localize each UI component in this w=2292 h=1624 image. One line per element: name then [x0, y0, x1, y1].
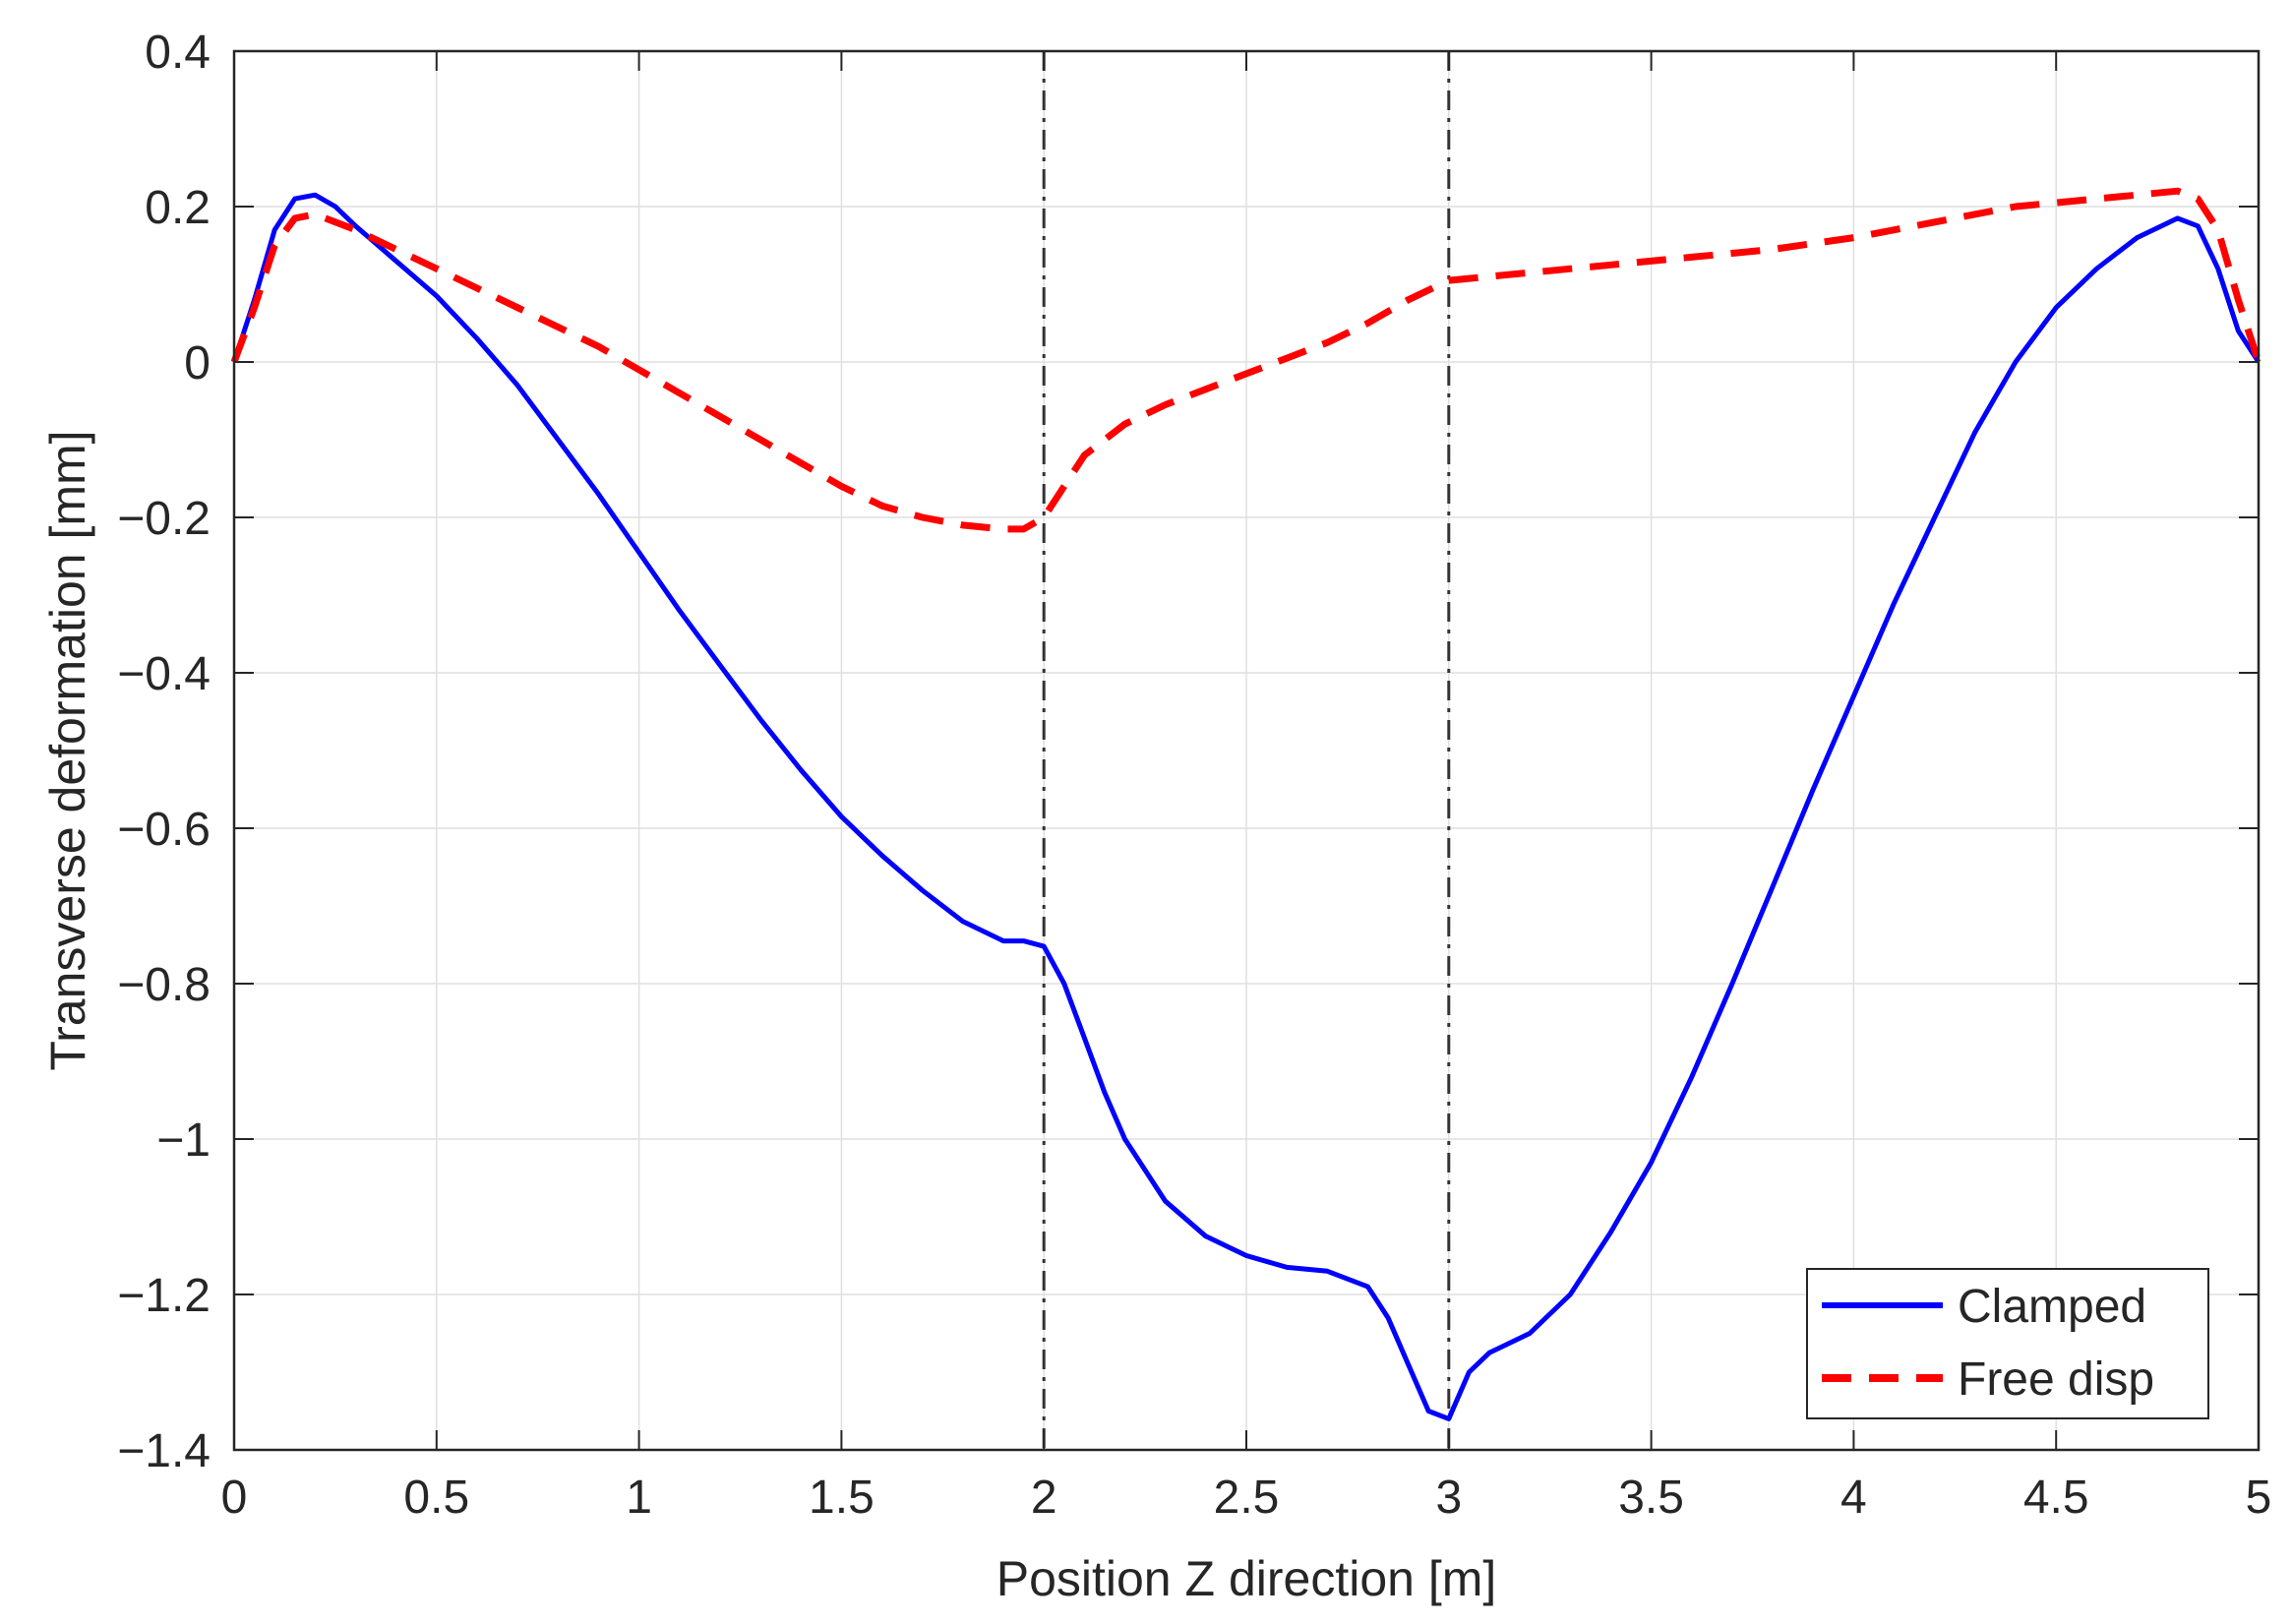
x-tick-label: 3.5 [1618, 1472, 1684, 1524]
x-tick-label: 1.5 [809, 1472, 875, 1524]
x-tick-label: 1 [626, 1472, 652, 1524]
x-tick-label: 2.5 [1214, 1472, 1280, 1524]
y-tick-label: −1 [156, 1114, 211, 1167]
y-tick-label: −0.6 [117, 804, 211, 856]
y-tick-label: 0 [184, 337, 211, 390]
y-tick-label: 0.4 [145, 27, 211, 79]
legend-label-clamped: Clamped [1958, 1281, 2146, 1333]
legend: Clamped Free disp [1806, 1268, 2209, 1419]
series-layer [230, 187, 2262, 1421]
x-tick-label: 2 [1031, 1472, 1057, 1524]
reference-lines [1042, 51, 1451, 1450]
x-tick-label: 4 [1840, 1472, 1867, 1524]
y-tick-label: 0.2 [145, 182, 211, 234]
y-tick-label: −1.4 [117, 1425, 211, 1477]
x-tick-label: 0 [221, 1472, 248, 1524]
series-line-free-disp [230, 187, 2262, 533]
x-tick-label: 5 [2246, 1472, 2272, 1524]
x-axis-label: Position Z direction [m] [996, 1551, 1497, 1606]
x-tick-label: 0.5 [403, 1472, 469, 1524]
x-tick-label: 4.5 [2023, 1472, 2089, 1524]
tick-labels: 0 0.5 1 1.5 2 2.5 3 3.5 4 4.5 5 −1.4 −1.2 −1 −0.8 −0.6 −… [117, 27, 2271, 1524]
ticks [233, 50, 2260, 1451]
legend-box [1806, 1268, 2209, 1419]
y-tick-label: −0.8 [117, 959, 211, 1011]
legend-label-free-disp: Free disp [1958, 1353, 2154, 1406]
y-tick-label: −0.4 [117, 648, 211, 700]
y-tick-label: −0.2 [117, 493, 211, 545]
y-axis-label: Transverse deformation [mm] [40, 430, 95, 1070]
series-line-clamped [231, 192, 2262, 1421]
x-tick-label: 3 [1435, 1472, 1462, 1524]
y-tick-label: −1.2 [117, 1270, 211, 1322]
